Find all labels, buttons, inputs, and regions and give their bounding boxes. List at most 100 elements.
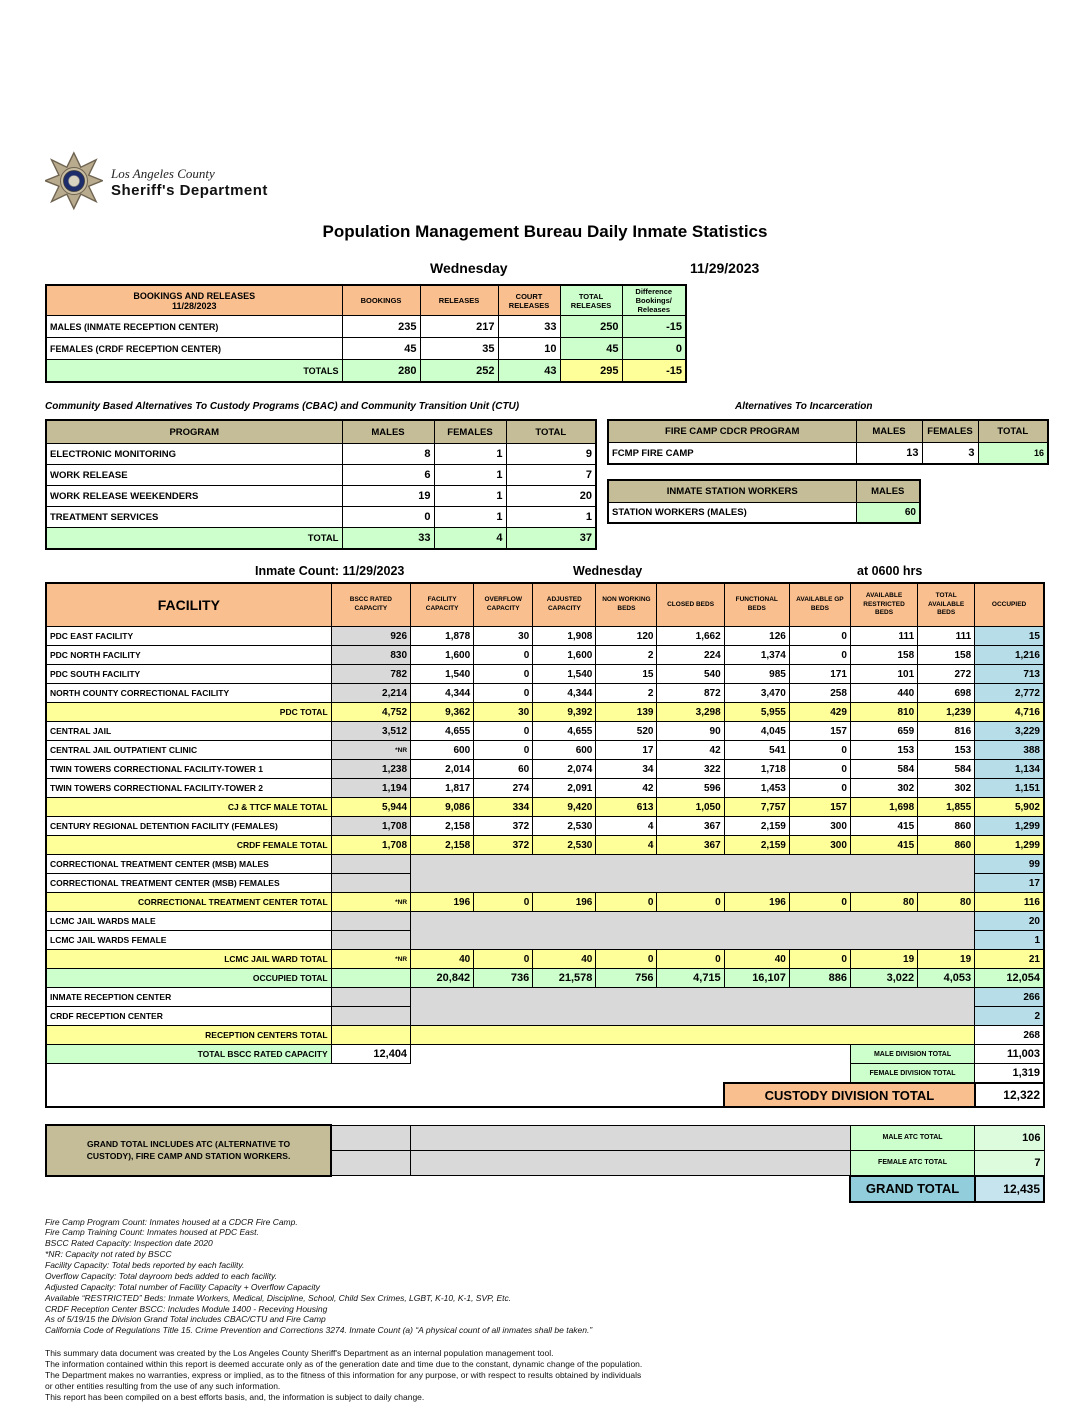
facility-value: 2,091 (532, 778, 597, 798)
facility-value: 196 (410, 892, 475, 912)
facility-value: 1,050 (656, 797, 725, 817)
bookings-releases-table: BOOKINGS AND RELEASES 11/28/2023 BOOKING… (45, 284, 687, 383)
occupied-value: 3,229 (974, 721, 1045, 741)
facility-value: 4,752 (330, 702, 412, 722)
female-atc-total-label: FEMALE ATC TOTAL (849, 1149, 976, 1176)
facility-row-label: TWIN TOWERS CORRECTIONAL FACILITY-TOWER … (45, 759, 332, 779)
facility-row: OCCUPIED TOTAL 20,842 736 21,578 756 4,715 16,… (45, 968, 1045, 988)
facility-row: CENTURY REGIONAL DETENTION FACILITY (FEM… (45, 816, 1045, 836)
footnote-line: *NR: Capacity not rated by BSCC (45, 1249, 172, 1260)
column-header: FEMALES (433, 419, 507, 444)
fire-camp-males: 13 (855, 442, 923, 465)
facility-value: 171 (788, 664, 851, 684)
facility-row-label: CENTRAL JAIL OUTPATIENT CLINIC (45, 740, 332, 760)
footnote-line: BSCC Rated Capacity: Inspection date 202… (45, 1238, 213, 1249)
column-header: TOTAL RELEASES (559, 284, 623, 316)
facility-value: 0 (595, 949, 658, 969)
bookings-totals-value: 252 (419, 359, 499, 383)
atc-grand-total-table: GRAND TOTAL INCLUDES ATC (ALTERNATIVE TO… (44, 1124, 1046, 1203)
facility-value: 1,708 (330, 816, 412, 836)
facility-value: 9,392 (532, 702, 597, 722)
station-workers-males: 60 (855, 502, 921, 524)
facility-row-label: CRDF RECEPTION CENTER (45, 1006, 332, 1026)
facility-value: 0 (788, 892, 851, 912)
atc-row: FEMALE ATC TOTAL 7 (46, 1149, 1045, 1176)
facility-value: *NR (330, 949, 412, 969)
facility-value: 4,715 (656, 968, 725, 988)
facility-value: 860 (917, 835, 976, 855)
bookings-totals-value: 43 (497, 359, 561, 383)
facility-value: 2,158 (410, 835, 475, 855)
cbac-row-label: TREATMENT SERVICES (45, 506, 343, 528)
grand-total-label: GRAND TOTAL (849, 1174, 976, 1203)
cbac-value: 1 (505, 506, 597, 528)
logo-department-name: Sheriff's Department (111, 181, 268, 199)
facility-value: 985 (723, 664, 790, 684)
facility-value: 7,757 (723, 797, 790, 817)
bookings-value: 250 (559, 315, 623, 338)
cbac-value: 0 (341, 506, 435, 528)
facility-row: CRDF FEMALE TOTAL 1,708 2,158 372 2,530 4 367 2… (45, 835, 1045, 855)
facility-row: LCMC JAIL WARDS MALE 20 (45, 911, 1045, 950)
facility-value: 2 (595, 683, 658, 703)
report-date: 11/29/2023 (690, 260, 760, 276)
disclaimer-line: This report has been compiled on a best … (45, 1392, 425, 1403)
column-header: FEMALES (921, 419, 979, 443)
facility-value: 659 (849, 721, 919, 741)
facility-value: 415 (849, 835, 919, 855)
station-workers-table: INMATE STATION WORKERS MALES STATION WOR… (607, 479, 921, 524)
female-division-total-label: FEMALE DIVISION TOTAL (849, 1063, 976, 1084)
facility-value: 4,344 (410, 683, 475, 703)
facility-value: 816 (917, 721, 976, 741)
gray-span (410, 1124, 851, 1151)
facility-value: 596 (656, 778, 725, 798)
facility-value: 4,045 (723, 721, 790, 741)
facility-value: 830 (330, 645, 412, 665)
facility-value: 302 (849, 778, 919, 798)
facility-value: 300 (788, 835, 851, 855)
facility-value: 30 (473, 702, 534, 722)
gray-span (410, 911, 976, 950)
facility-value: 600 (532, 740, 597, 760)
column-header: TOTAL (505, 419, 597, 444)
facility-row-label: INMATE RECEPTION CENTER (45, 987, 332, 1007)
cbac-table: PROGRAM MALES FEMALES TOTAL ELECTRONIC M… (45, 419, 597, 550)
alternatives-section-title: Alternatives To Incarceration (735, 401, 873, 412)
facility-value: 196 (532, 892, 597, 912)
facility-value: 698 (917, 683, 976, 703)
cbac-value: 1 (433, 464, 507, 486)
facility-value: 9,420 (532, 797, 597, 817)
column-header: AVAILABLE GP BEDS (788, 582, 851, 627)
facility-value (330, 930, 412, 950)
cbac-totals-value: 4 (433, 527, 507, 550)
facility-value: 0 (473, 740, 534, 760)
column-header: OCCUPIED (974, 582, 1045, 627)
facility-value: 9,086 (410, 797, 475, 817)
column-header: ADJUSTED CAPACITY (532, 582, 597, 627)
footnote-line: CRDF Reception Center BSCC: Includes Mod… (45, 1303, 328, 1314)
report-day-line: Wednesday 11/29/2023 (45, 260, 1045, 282)
bookings-value: 45 (341, 337, 421, 360)
facility-row: LCMC JAIL WARD TOTAL *NR 40 0 40 0 0 40 0 19 19 21 (45, 949, 1045, 969)
occupied-value: 15 (974, 626, 1045, 646)
cbac-row: WORK RELEASE 6 1 7 (45, 464, 597, 486)
facility-row: CJ & TTCF MALE TOTAL 5,944 9,086 334 9,420 61… (45, 797, 1045, 817)
facility-value: 1,600 (410, 645, 475, 665)
facility-value: 4,053 (917, 968, 976, 988)
bookings-row-label: MALES (INMATE RECEPTION CENTER) (45, 315, 343, 338)
facility-value: 5,944 (330, 797, 412, 817)
facility-row: LCMC JAIL WARDS FEMALE 1 (45, 930, 1045, 950)
facility-value: 1,908 (532, 626, 597, 646)
facility-value: 367 (656, 835, 725, 855)
cbac-value: 9 (505, 443, 597, 465)
bookings-value: 235 (341, 315, 421, 338)
facility-value (330, 1025, 412, 1045)
facility-row-label: CENTRAL JAIL (45, 721, 332, 741)
facility-row-label: PDC SOUTH FACILITY (45, 664, 332, 684)
facility-value: 429 (788, 702, 851, 722)
gray-span (410, 1149, 851, 1176)
facility-value: 300 (788, 816, 851, 836)
facility-value: *NR (330, 740, 412, 760)
cbac-row: TREATMENT SERVICES 0 1 1 (45, 506, 597, 528)
facility-row: TWIN TOWERS CORRECTIONAL FACILITY-TOWER … (45, 759, 1045, 779)
